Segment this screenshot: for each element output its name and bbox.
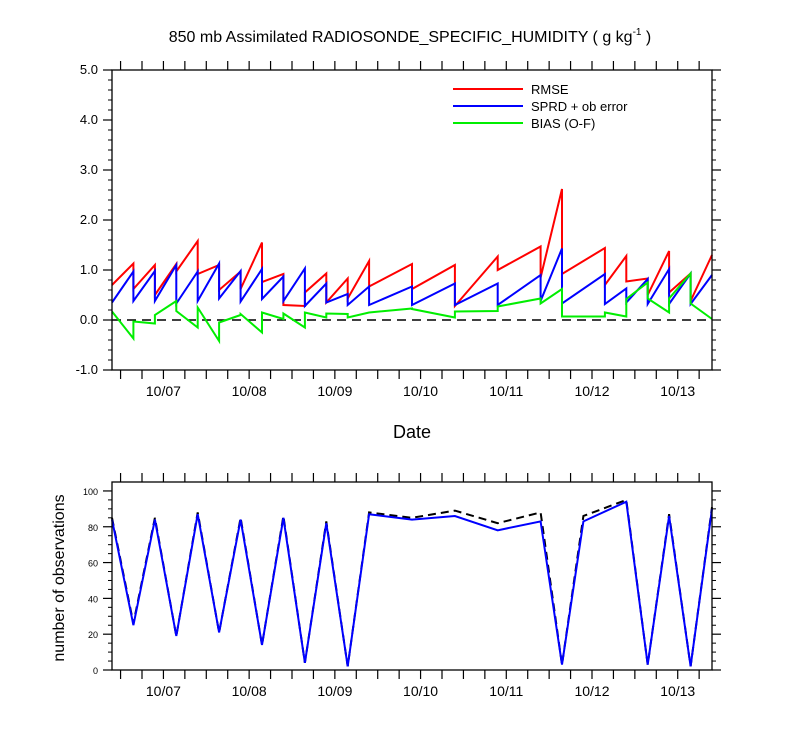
rmse-chart: 850 mb Assimilated RADIOSONDE_SPECIFIC_H… <box>76 27 721 442</box>
top-y-tick-labels: -1.0 0.0 1.0 2.0 3.0 4.0 5.0 <box>76 62 98 377</box>
series-line-total <box>111 498 713 667</box>
y-tick-label: 3.0 <box>80 162 98 177</box>
x-tick-label: 10/12 <box>574 383 609 399</box>
x-tick-label: 10/11 <box>489 683 523 699</box>
x-tick-label: 10/09 <box>317 383 352 399</box>
series-line-assimilated <box>111 500 713 667</box>
x-tick-label: 10/09 <box>317 683 352 699</box>
x-tick-label: 10/10 <box>403 683 438 699</box>
y-tick-label: 2.0 <box>80 212 98 227</box>
y-tick-label: 40 <box>88 594 98 604</box>
y-tick-label: 20 <box>88 630 98 640</box>
top-axes-ticks <box>103 61 721 379</box>
legend: RMSE SPRD + ob error BIAS (O-F) <box>453 82 628 131</box>
x-tick-label: 10/12 <box>574 683 609 699</box>
top-plot-frame <box>111 69 713 371</box>
y-tick-label: 80 <box>88 523 98 533</box>
x-tick-label: 10/08 <box>232 683 267 699</box>
series-line-rmse <box>111 188 713 309</box>
x-tick-label: 10/10 <box>403 383 438 399</box>
y-tick-label: 1.0 <box>80 262 98 277</box>
bottom-y-tick-labels: 0 20 40 60 80 100 <box>83 487 98 676</box>
bottom-series-group <box>111 498 713 667</box>
y-tick-label: 4.0 <box>80 112 98 127</box>
x-tick-label: 10/13 <box>660 383 695 399</box>
bottom-axes-ticks <box>103 473 721 679</box>
chart-title: 850 mb Assimilated RADIOSONDE_SPECIFIC_H… <box>169 27 652 46</box>
y-tick-label: 5.0 <box>80 62 98 77</box>
top-series-group <box>111 188 713 345</box>
series-line-sprd-ob-error <box>111 248 713 309</box>
series-line-bias-o-f <box>111 270 713 345</box>
top-x-tick-labels: 10/07 10/08 10/09 10/10 10/11 10/12 10/13 <box>146 383 696 399</box>
x-tick-label: 10/13 <box>660 683 695 699</box>
x-tick-label: 10/07 <box>146 683 181 699</box>
legend-label: BIAS (O-F) <box>531 116 595 131</box>
bottom-x-tick-labels: 10/07 10/08 10/09 10/10 10/11 10/12 10/13 <box>146 683 696 699</box>
y-tick-label: 100 <box>83 487 98 497</box>
legend-label: RMSE <box>531 82 569 97</box>
x-axis-label: Date <box>393 422 431 442</box>
y-tick-label: 0.0 <box>80 312 98 327</box>
y-tick-label: 0 <box>93 666 98 676</box>
bottom-plot-frame <box>111 481 713 671</box>
y-axis-label-observations: number of observations <box>51 494 68 661</box>
x-tick-label: 10/07 <box>146 383 181 399</box>
y-tick-label: -1.0 <box>76 362 98 377</box>
x-tick-label: 10/11 <box>489 383 523 399</box>
y-tick-label: 60 <box>88 559 98 569</box>
legend-label: SPRD + ob error <box>531 99 628 114</box>
x-tick-label: 10/08 <box>232 383 267 399</box>
